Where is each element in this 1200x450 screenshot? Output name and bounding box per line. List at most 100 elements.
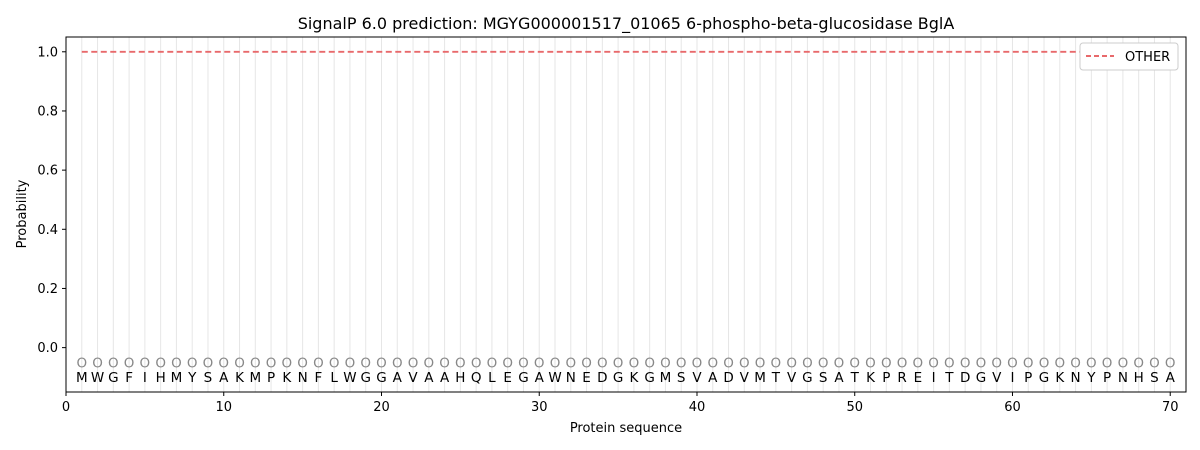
state-letter: O [534, 355, 545, 371]
state-letter: O [266, 355, 277, 371]
plot-area-frame [65, 36, 1187, 393]
y-axis-ticks: 0.0 0.2 0.4 0.6 0.8 1.0 [37, 45, 66, 356]
residue-label: S [1150, 370, 1159, 386]
state-letter: O [692, 355, 703, 371]
residue-label: V [992, 370, 1002, 386]
state-letter: O [345, 355, 356, 371]
residue-label: M [76, 370, 88, 386]
residue-label: G [376, 370, 386, 386]
state-letter: O [487, 355, 498, 371]
y-tick-label: 0.6 [37, 164, 58, 179]
residue-label: Y [1086, 370, 1096, 386]
residue-label: V [740, 370, 750, 386]
residue-label: E [582, 370, 591, 386]
residue-label: P [1024, 370, 1032, 386]
residue-label: W [548, 370, 561, 386]
state-letter: O [502, 355, 513, 371]
state-letter: O [155, 355, 166, 371]
state-letter: O [108, 355, 119, 371]
state-letter: O [991, 355, 1002, 371]
residue-label: I [1010, 370, 1014, 386]
state-letter: O [881, 355, 892, 371]
state-letter: O [597, 355, 608, 371]
state-letter: O [1039, 355, 1050, 371]
state-letter: O [629, 355, 640, 371]
state-letter: O [140, 355, 151, 371]
state-letter: O [1165, 355, 1176, 371]
state-letter: O [1023, 355, 1034, 371]
chart-title: SignalP 6.0 prediction: MGYG000001517_01… [298, 14, 955, 34]
state-letter: O [1007, 355, 1018, 371]
x-tick-label: 60 [1004, 400, 1021, 415]
residue-label: P [267, 370, 275, 386]
residue-label: M [249, 370, 261, 386]
residue-label: A [1166, 370, 1176, 386]
state-letter: O [392, 355, 403, 371]
residue-label: R [897, 370, 906, 386]
residue-label: G [644, 370, 654, 386]
x-tick-label: 30 [531, 400, 548, 415]
state-letter: O [282, 355, 293, 371]
x-tick-label: 10 [215, 400, 232, 415]
y-tick-label: 1.0 [37, 45, 58, 60]
residue-label: H [455, 370, 465, 386]
residue-label: V [408, 370, 418, 386]
state-letter: O [1133, 355, 1144, 371]
residue-label: I [143, 370, 147, 386]
state-letter: O [439, 355, 450, 371]
residue-grid [81, 37, 1171, 392]
residue-label: P [1103, 370, 1111, 386]
residue-label: G [613, 370, 623, 386]
x-tick-label: 20 [373, 400, 390, 415]
residue-label: K [629, 370, 639, 386]
residue-label: N [298, 370, 308, 386]
residue-label: L [488, 370, 496, 386]
residue-label: N [1118, 370, 1128, 386]
legend-box [1079, 42, 1179, 71]
residue-label: G [1039, 370, 1049, 386]
residue-label: N [1071, 370, 1081, 386]
residue-label: P [882, 370, 890, 386]
residue-label: H [156, 370, 166, 386]
residue-label: W [91, 370, 104, 386]
residue-label: E [914, 370, 923, 386]
x-axis-ticks: 0 10 20 30 40 50 60 70 [62, 392, 1179, 415]
residue-label: Y [187, 370, 197, 386]
residue-label: T [850, 370, 860, 386]
state-letter: O [455, 355, 466, 371]
state-letter: O [408, 355, 419, 371]
state-letter: O [976, 355, 987, 371]
residue-label: S [677, 370, 686, 386]
state-letter: O [613, 355, 624, 371]
residue-label: M [660, 370, 672, 386]
state-letter: O [329, 355, 340, 371]
residue-label: K [1055, 370, 1065, 386]
state-letter: O [755, 355, 766, 371]
residue-label: F [315, 370, 323, 386]
state-letter: O [92, 355, 103, 371]
state-letter: O [913, 355, 924, 371]
state-letter: O [234, 355, 245, 371]
state-letter: O [1102, 355, 1113, 371]
y-tick-label: 0.2 [37, 282, 58, 297]
state-letter: O [76, 355, 87, 371]
state-letter: O [944, 355, 955, 371]
state-letter: O [187, 355, 198, 371]
residue-label: T [944, 370, 954, 386]
residue-label: D [597, 370, 607, 386]
residue-label: G [976, 370, 986, 386]
y-axis-label: Probability [15, 179, 30, 248]
state-letter: O [171, 355, 182, 371]
residue-label: K [282, 370, 292, 386]
residue-label: A [440, 370, 450, 386]
state-letter: O [802, 355, 813, 371]
state-letter: O [1118, 355, 1129, 371]
residue-label: V [692, 370, 702, 386]
residue-label: A [708, 370, 718, 386]
state-letter: O [818, 355, 829, 371]
x-tick-label: 70 [1162, 400, 1179, 415]
residue-label: D [960, 370, 970, 386]
residue-label: W [343, 370, 356, 386]
state-letter: O [865, 355, 876, 371]
